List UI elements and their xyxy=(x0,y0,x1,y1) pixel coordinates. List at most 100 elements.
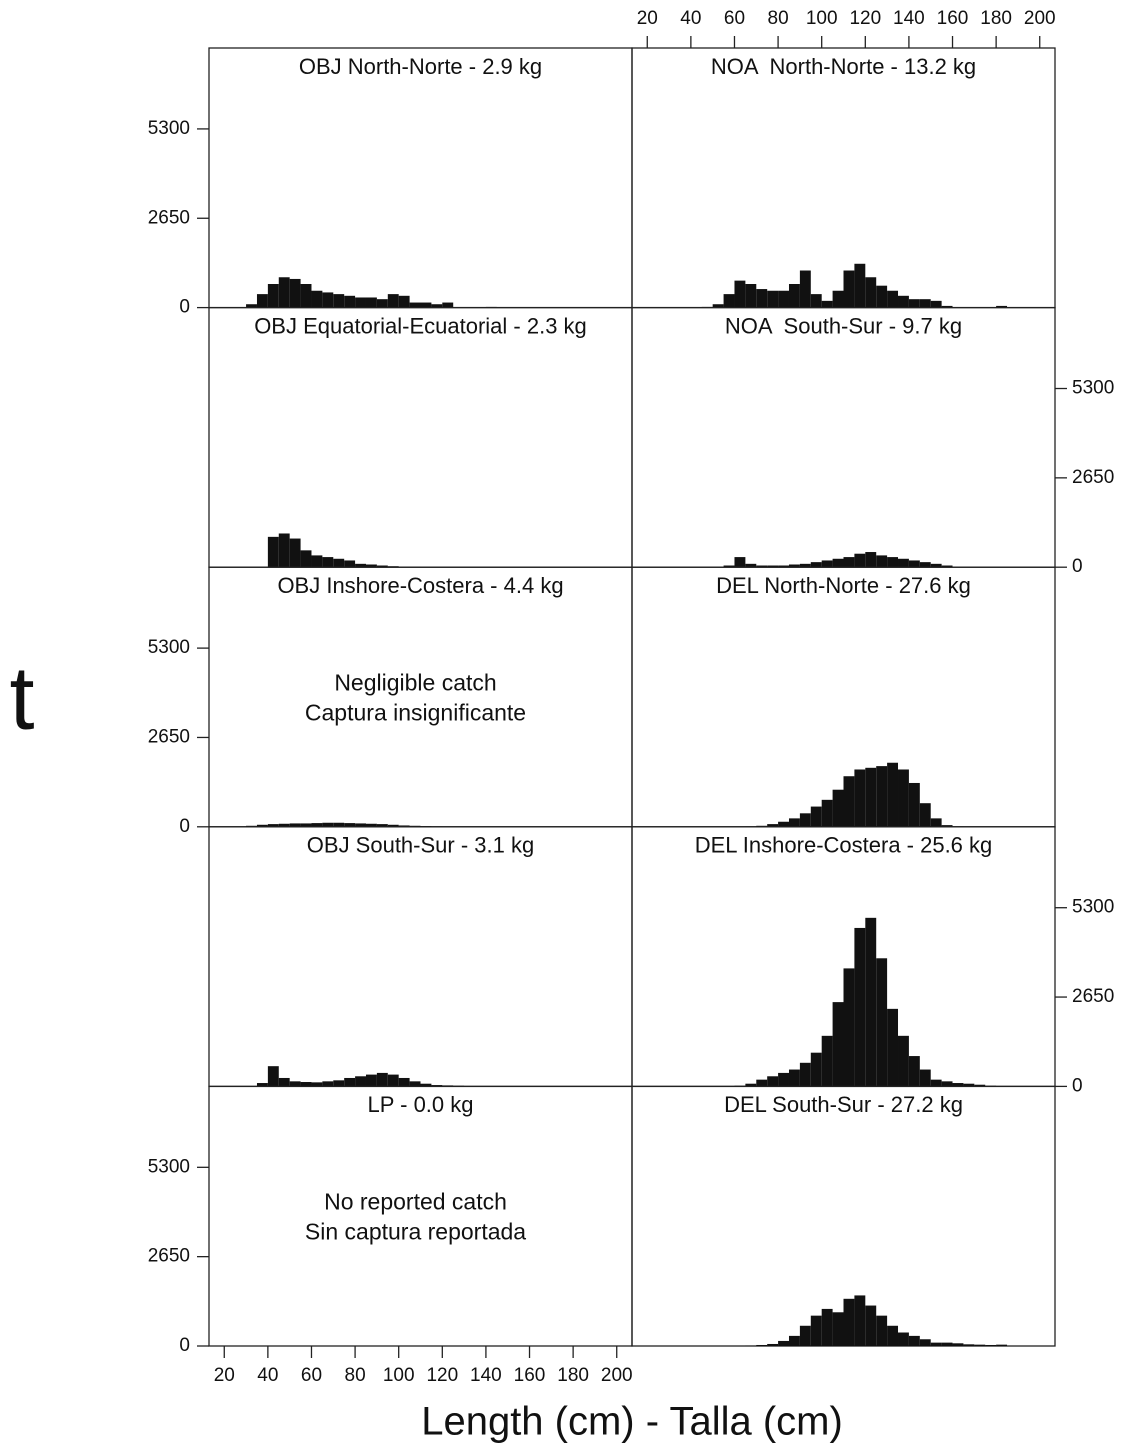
bar xyxy=(267,1066,279,1087)
bar xyxy=(398,1077,410,1087)
bar xyxy=(898,769,909,827)
y-tick-label: 5300 xyxy=(148,118,190,139)
x-tick-label: 120 xyxy=(426,1365,458,1386)
bar xyxy=(289,1081,301,1087)
x-tick-label: 20 xyxy=(637,8,658,29)
bar xyxy=(723,294,735,308)
bar xyxy=(788,1069,800,1087)
bar xyxy=(919,1339,931,1346)
x-tick-label: 20 xyxy=(214,1365,235,1386)
bar xyxy=(887,557,899,568)
y-tick-label: 2650 xyxy=(148,207,190,228)
bar xyxy=(322,822,334,827)
bar xyxy=(865,552,877,568)
bar xyxy=(723,565,735,568)
panel-frame xyxy=(631,47,1056,309)
bar xyxy=(898,558,909,568)
bar xyxy=(843,557,855,568)
bar xyxy=(745,1083,757,1087)
bar xyxy=(756,565,768,568)
annotation: Captura insignificante xyxy=(305,699,526,725)
bar xyxy=(431,1085,443,1087)
x-tick-label: 100 xyxy=(383,1365,415,1386)
x-tick-label: 180 xyxy=(980,8,1012,29)
bar xyxy=(712,304,724,308)
bar xyxy=(810,1315,822,1346)
y-axis-label: t xyxy=(9,649,34,749)
bar xyxy=(300,550,312,568)
bar xyxy=(778,1340,789,1346)
bar xyxy=(256,1083,268,1087)
bar xyxy=(409,302,421,308)
bar xyxy=(799,1325,811,1346)
bar xyxy=(409,1081,421,1087)
panel-title: LP - 0.0 kg xyxy=(368,1092,474,1117)
bar xyxy=(322,292,334,308)
bar xyxy=(854,927,866,1087)
x-axis-label: Length (cm) - Talla (cm) xyxy=(421,1400,843,1444)
bar xyxy=(996,1344,1008,1346)
bar xyxy=(941,565,953,568)
x-tick-label: 200 xyxy=(1024,8,1056,29)
bar xyxy=(843,968,855,1087)
bar xyxy=(941,825,953,827)
bar xyxy=(810,1052,822,1087)
y-tick-label: 0 xyxy=(179,1335,190,1356)
y-tick-label: 2650 xyxy=(1072,986,1114,1007)
bar xyxy=(810,294,822,308)
bar xyxy=(876,285,888,308)
bar xyxy=(832,1002,844,1087)
bar xyxy=(355,1076,366,1087)
bar xyxy=(854,553,866,568)
bar xyxy=(832,1312,844,1346)
y-tick-label: 2650 xyxy=(148,726,190,747)
bar xyxy=(821,300,833,308)
bar xyxy=(887,290,899,308)
bar xyxy=(355,823,366,827)
bar xyxy=(865,917,877,1087)
bar xyxy=(355,563,366,568)
bar xyxy=(930,300,942,308)
panel-title: OBJ South-Sur - 3.1 kg xyxy=(307,833,534,858)
bar xyxy=(788,818,800,827)
y-tick-label: 2650 xyxy=(148,1246,190,1267)
bar xyxy=(854,263,866,308)
bar xyxy=(300,1082,312,1087)
bar xyxy=(963,1344,975,1346)
bar xyxy=(289,538,301,568)
y-tick-label: 0 xyxy=(179,297,190,318)
bar xyxy=(974,1084,986,1087)
bar xyxy=(930,563,942,568)
bar xyxy=(876,766,888,827)
bar xyxy=(767,565,779,568)
bar xyxy=(387,1074,399,1087)
bar xyxy=(821,1308,833,1346)
panel-frame xyxy=(208,566,633,828)
bar xyxy=(799,813,811,827)
bar xyxy=(788,1335,800,1346)
bar xyxy=(843,776,855,827)
bar xyxy=(963,1083,975,1087)
bar xyxy=(919,299,931,308)
bar xyxy=(898,1332,909,1346)
bar xyxy=(778,565,789,568)
bar xyxy=(278,533,290,568)
bar xyxy=(745,563,757,568)
bar xyxy=(908,1056,920,1087)
bar xyxy=(799,563,811,568)
panel-title: OBJ Inshore-Costera - 4.4 kg xyxy=(277,573,563,598)
bar xyxy=(810,562,822,568)
bar xyxy=(952,1343,964,1346)
bar xyxy=(355,297,366,308)
x-tick-label: 80 xyxy=(768,8,789,29)
bar xyxy=(919,562,931,568)
annotation: Negligible catch xyxy=(334,669,496,695)
bar xyxy=(778,1072,789,1087)
bar xyxy=(322,1081,334,1087)
bar xyxy=(431,304,443,308)
bar xyxy=(376,299,388,308)
bar xyxy=(898,1035,909,1087)
bar xyxy=(941,305,953,308)
bar xyxy=(398,825,410,827)
